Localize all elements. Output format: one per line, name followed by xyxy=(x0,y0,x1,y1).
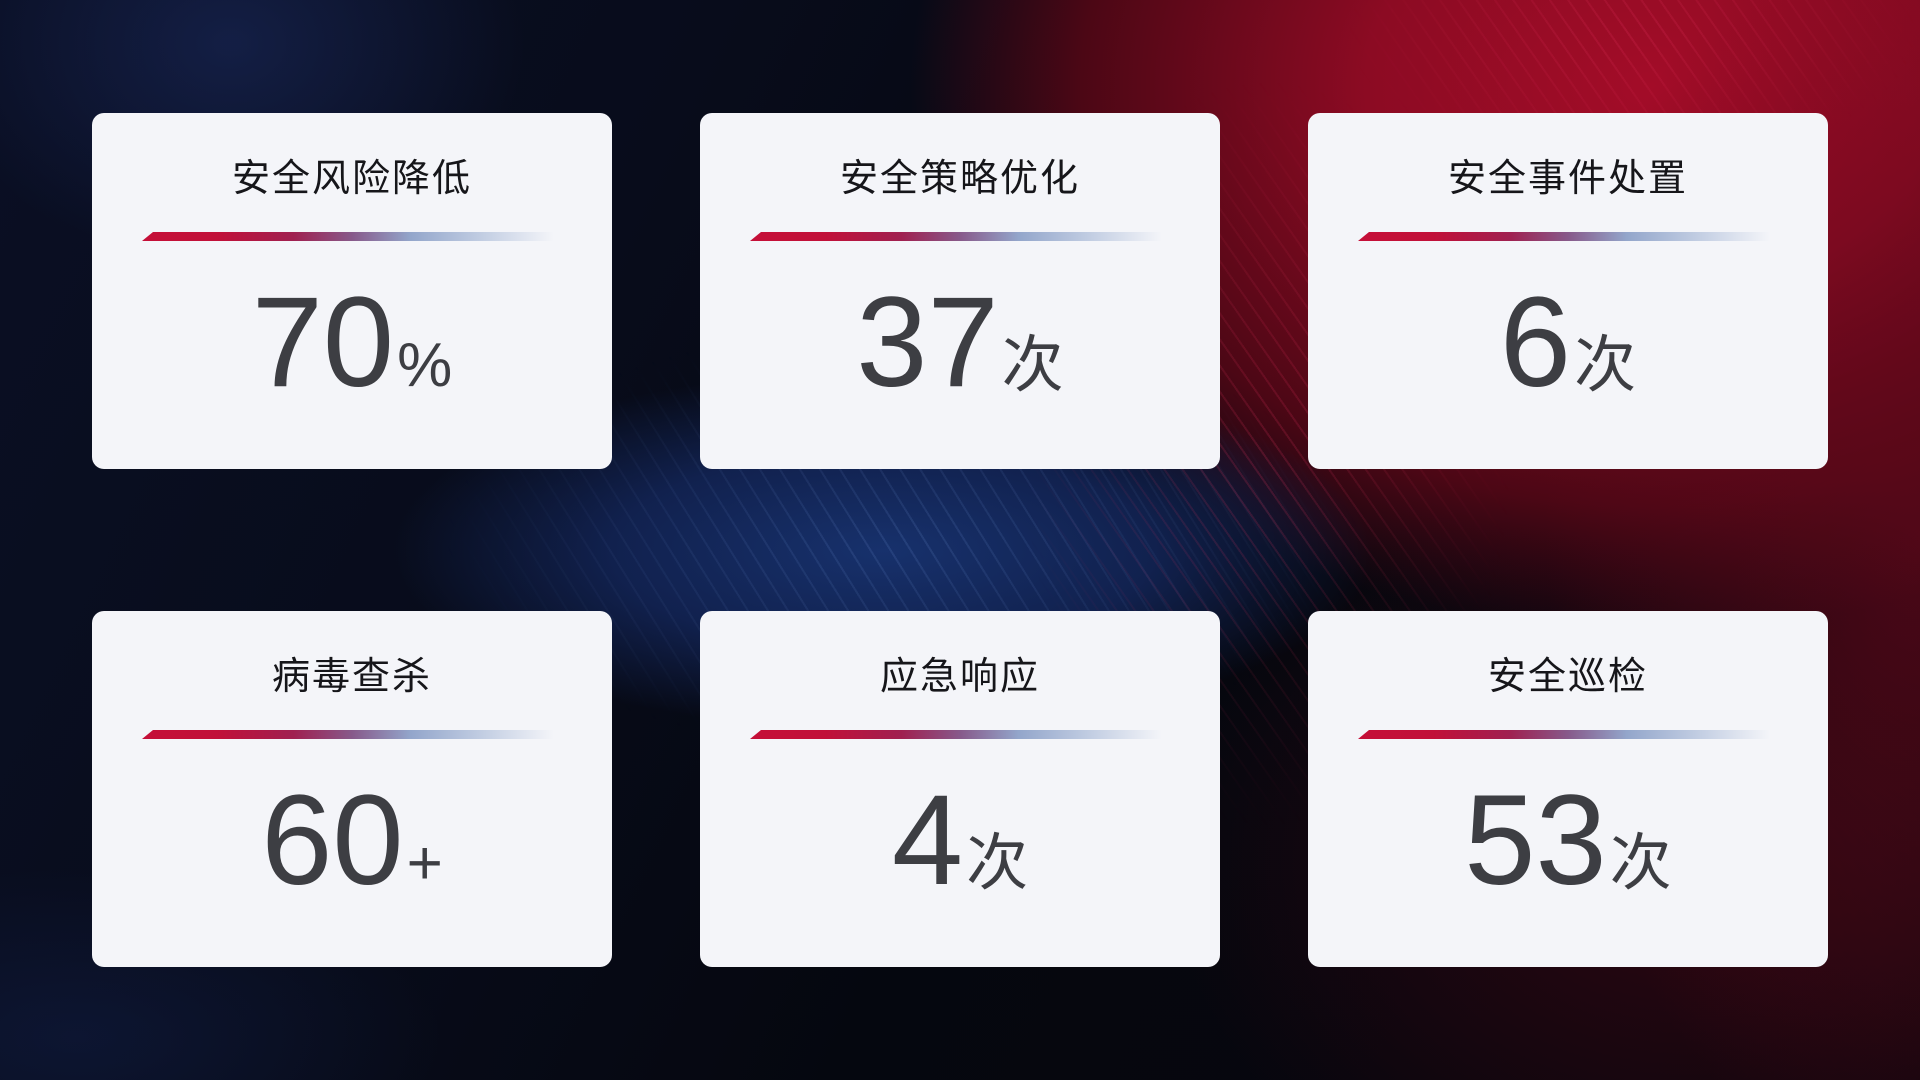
gradient-divider xyxy=(750,232,1170,241)
stat-number: 70 xyxy=(251,271,395,414)
card-title: 病毒查杀 xyxy=(271,656,432,698)
stat-unit: % xyxy=(397,331,453,400)
stat-number: 6 xyxy=(1499,271,1572,414)
gradient-divider xyxy=(1358,232,1778,241)
gradient-divider xyxy=(142,730,562,739)
card-policy-optimization: 安全策略优化 37 次 xyxy=(700,113,1220,469)
stat-unit: 次 xyxy=(966,829,1029,898)
stat-number: 4 xyxy=(891,769,964,912)
gradient-divider xyxy=(750,730,1170,739)
stat-value: 37 次 xyxy=(750,279,1170,407)
stat-unit: 次 xyxy=(1001,331,1064,400)
stat-value: 70 % xyxy=(142,279,562,407)
gradient-divider xyxy=(1358,730,1778,739)
stat-value: 60 + xyxy=(142,777,562,905)
card-title: 安全策略优化 xyxy=(839,158,1080,200)
card-title: 安全风险降低 xyxy=(231,158,472,200)
card-security-inspection: 安全巡检 53 次 xyxy=(1308,611,1828,967)
stat-unit: 次 xyxy=(1574,331,1637,400)
card-title: 安全事件处置 xyxy=(1447,158,1688,200)
stat-unit: + xyxy=(406,829,443,898)
card-emergency-response: 应急响应 4 次 xyxy=(700,611,1220,967)
card-title: 应急响应 xyxy=(879,656,1040,698)
card-title: 安全巡检 xyxy=(1487,656,1648,698)
card-incident-handling: 安全事件处置 6 次 xyxy=(1308,113,1828,469)
stat-number: 60 xyxy=(261,769,404,912)
stat-value: 4 次 xyxy=(750,777,1170,905)
gradient-divider xyxy=(142,232,562,241)
stat-number: 53 xyxy=(1464,769,1607,912)
stat-value: 53 次 xyxy=(1358,777,1778,905)
stat-unit: 次 xyxy=(1609,829,1672,898)
card-security-risk-reduction: 安全风险降低 70 % xyxy=(92,113,612,469)
stat-value: 6 次 xyxy=(1358,279,1778,407)
stat-number: 37 xyxy=(856,271,999,414)
card-virus-scan: 病毒查杀 60 + xyxy=(92,611,612,967)
